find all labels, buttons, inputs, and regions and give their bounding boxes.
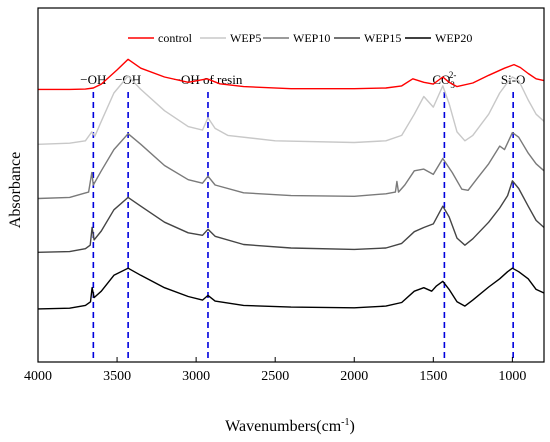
series-lines: [37, 58, 545, 310]
x-tick-label: 1500: [419, 369, 447, 384]
x-axis: 4000 3500 3000 2500 2000 1500 1000: [24, 357, 526, 384]
x-tick-label: 1000: [498, 369, 526, 384]
series-line-wep15: [37, 180, 545, 253]
x-tick-label: 2500: [261, 369, 289, 384]
legend: control WEP5 WEP10 WEP15 WEP20: [128, 31, 472, 45]
y-axis-label: Absorbance: [7, 152, 24, 228]
series-line-wep5: [37, 75, 545, 145]
legend-label: WEP15: [364, 31, 401, 45]
x-tick-label: 3000: [182, 369, 210, 384]
reference-label: −OH: [80, 72, 106, 87]
series-line-control: [38, 58, 545, 91]
legend-label: WEP10: [293, 31, 330, 45]
x-tick-label: 4000: [24, 369, 52, 384]
legend-label: WEP5: [230, 31, 261, 45]
legend-label: WEP20: [435, 31, 472, 45]
x-axis-label: Wavenumbers(cm-1): [225, 417, 355, 435]
plot-background: [38, 8, 544, 362]
legend-label: control: [158, 31, 193, 45]
x-tick-label: 2000: [340, 369, 368, 384]
series-line-wep10: [37, 131, 545, 200]
plot-frame: [37, 7, 545, 363]
x-tick-label: 3500: [103, 369, 131, 384]
reference-label: Si-O: [501, 72, 526, 87]
series-line-wep20: [37, 267, 545, 310]
